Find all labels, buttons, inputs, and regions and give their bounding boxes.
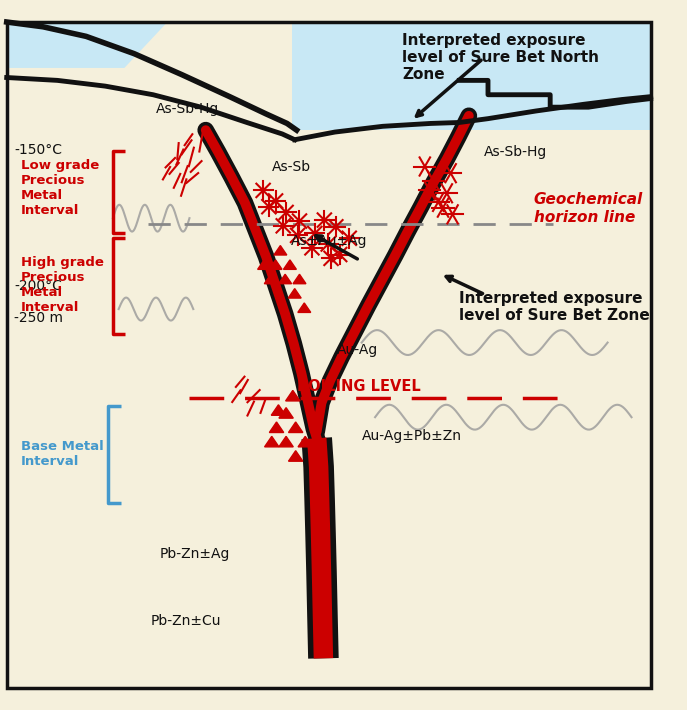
Polygon shape (279, 408, 293, 418)
Polygon shape (289, 422, 303, 432)
Text: Au-Ag±Pb±Zn: Au-Ag±Pb±Zn (361, 430, 462, 443)
Text: Interpreted exposure
level of Sure Bet Zone: Interpreted exposure level of Sure Bet Z… (460, 291, 650, 323)
Text: As±Au±Ag: As±Au±Ag (291, 234, 368, 248)
Polygon shape (274, 246, 286, 255)
Polygon shape (258, 260, 271, 269)
Text: Pb-Zn±Cu: Pb-Zn±Cu (150, 614, 221, 628)
Polygon shape (289, 451, 303, 462)
Polygon shape (293, 274, 306, 284)
Text: As-Sb-Hg: As-Sb-Hg (156, 102, 219, 116)
Polygon shape (271, 405, 286, 415)
Text: As-Sb-Hg: As-Sb-Hg (484, 145, 548, 159)
Text: Base Metal
Interval: Base Metal Interval (21, 439, 104, 468)
Polygon shape (298, 303, 311, 312)
Polygon shape (7, 22, 168, 68)
Text: As-Sb: As-Sb (272, 160, 311, 175)
Polygon shape (264, 437, 279, 447)
Polygon shape (264, 274, 278, 284)
Text: -250 m: -250 m (14, 311, 63, 324)
Polygon shape (269, 260, 282, 269)
Polygon shape (289, 288, 301, 298)
Polygon shape (286, 391, 300, 401)
Text: High grade
Precious
Metal
Interval: High grade Precious Metal Interval (21, 256, 104, 314)
Text: Interpreted exposure
level of Sure Bet North
Zone: Interpreted exposure level of Sure Bet N… (402, 33, 599, 82)
Polygon shape (269, 422, 284, 432)
Polygon shape (298, 437, 313, 447)
Polygon shape (279, 437, 293, 447)
Polygon shape (279, 274, 291, 284)
Text: Low grade
Precious
Metal
Interval: Low grade Precious Metal Interval (21, 158, 100, 217)
Text: BOILING LEVEL: BOILING LEVEL (297, 379, 420, 394)
Text: Pb-Zn±Ag: Pb-Zn±Ag (160, 547, 230, 561)
Polygon shape (284, 260, 296, 269)
Text: Au-Ag: Au-Ag (337, 343, 378, 357)
Text: -200°C: -200°C (14, 279, 63, 293)
Polygon shape (292, 22, 651, 130)
Text: -150°C: -150°C (14, 143, 63, 157)
Text: Geochemical
horizon line: Geochemical horizon line (534, 192, 643, 225)
